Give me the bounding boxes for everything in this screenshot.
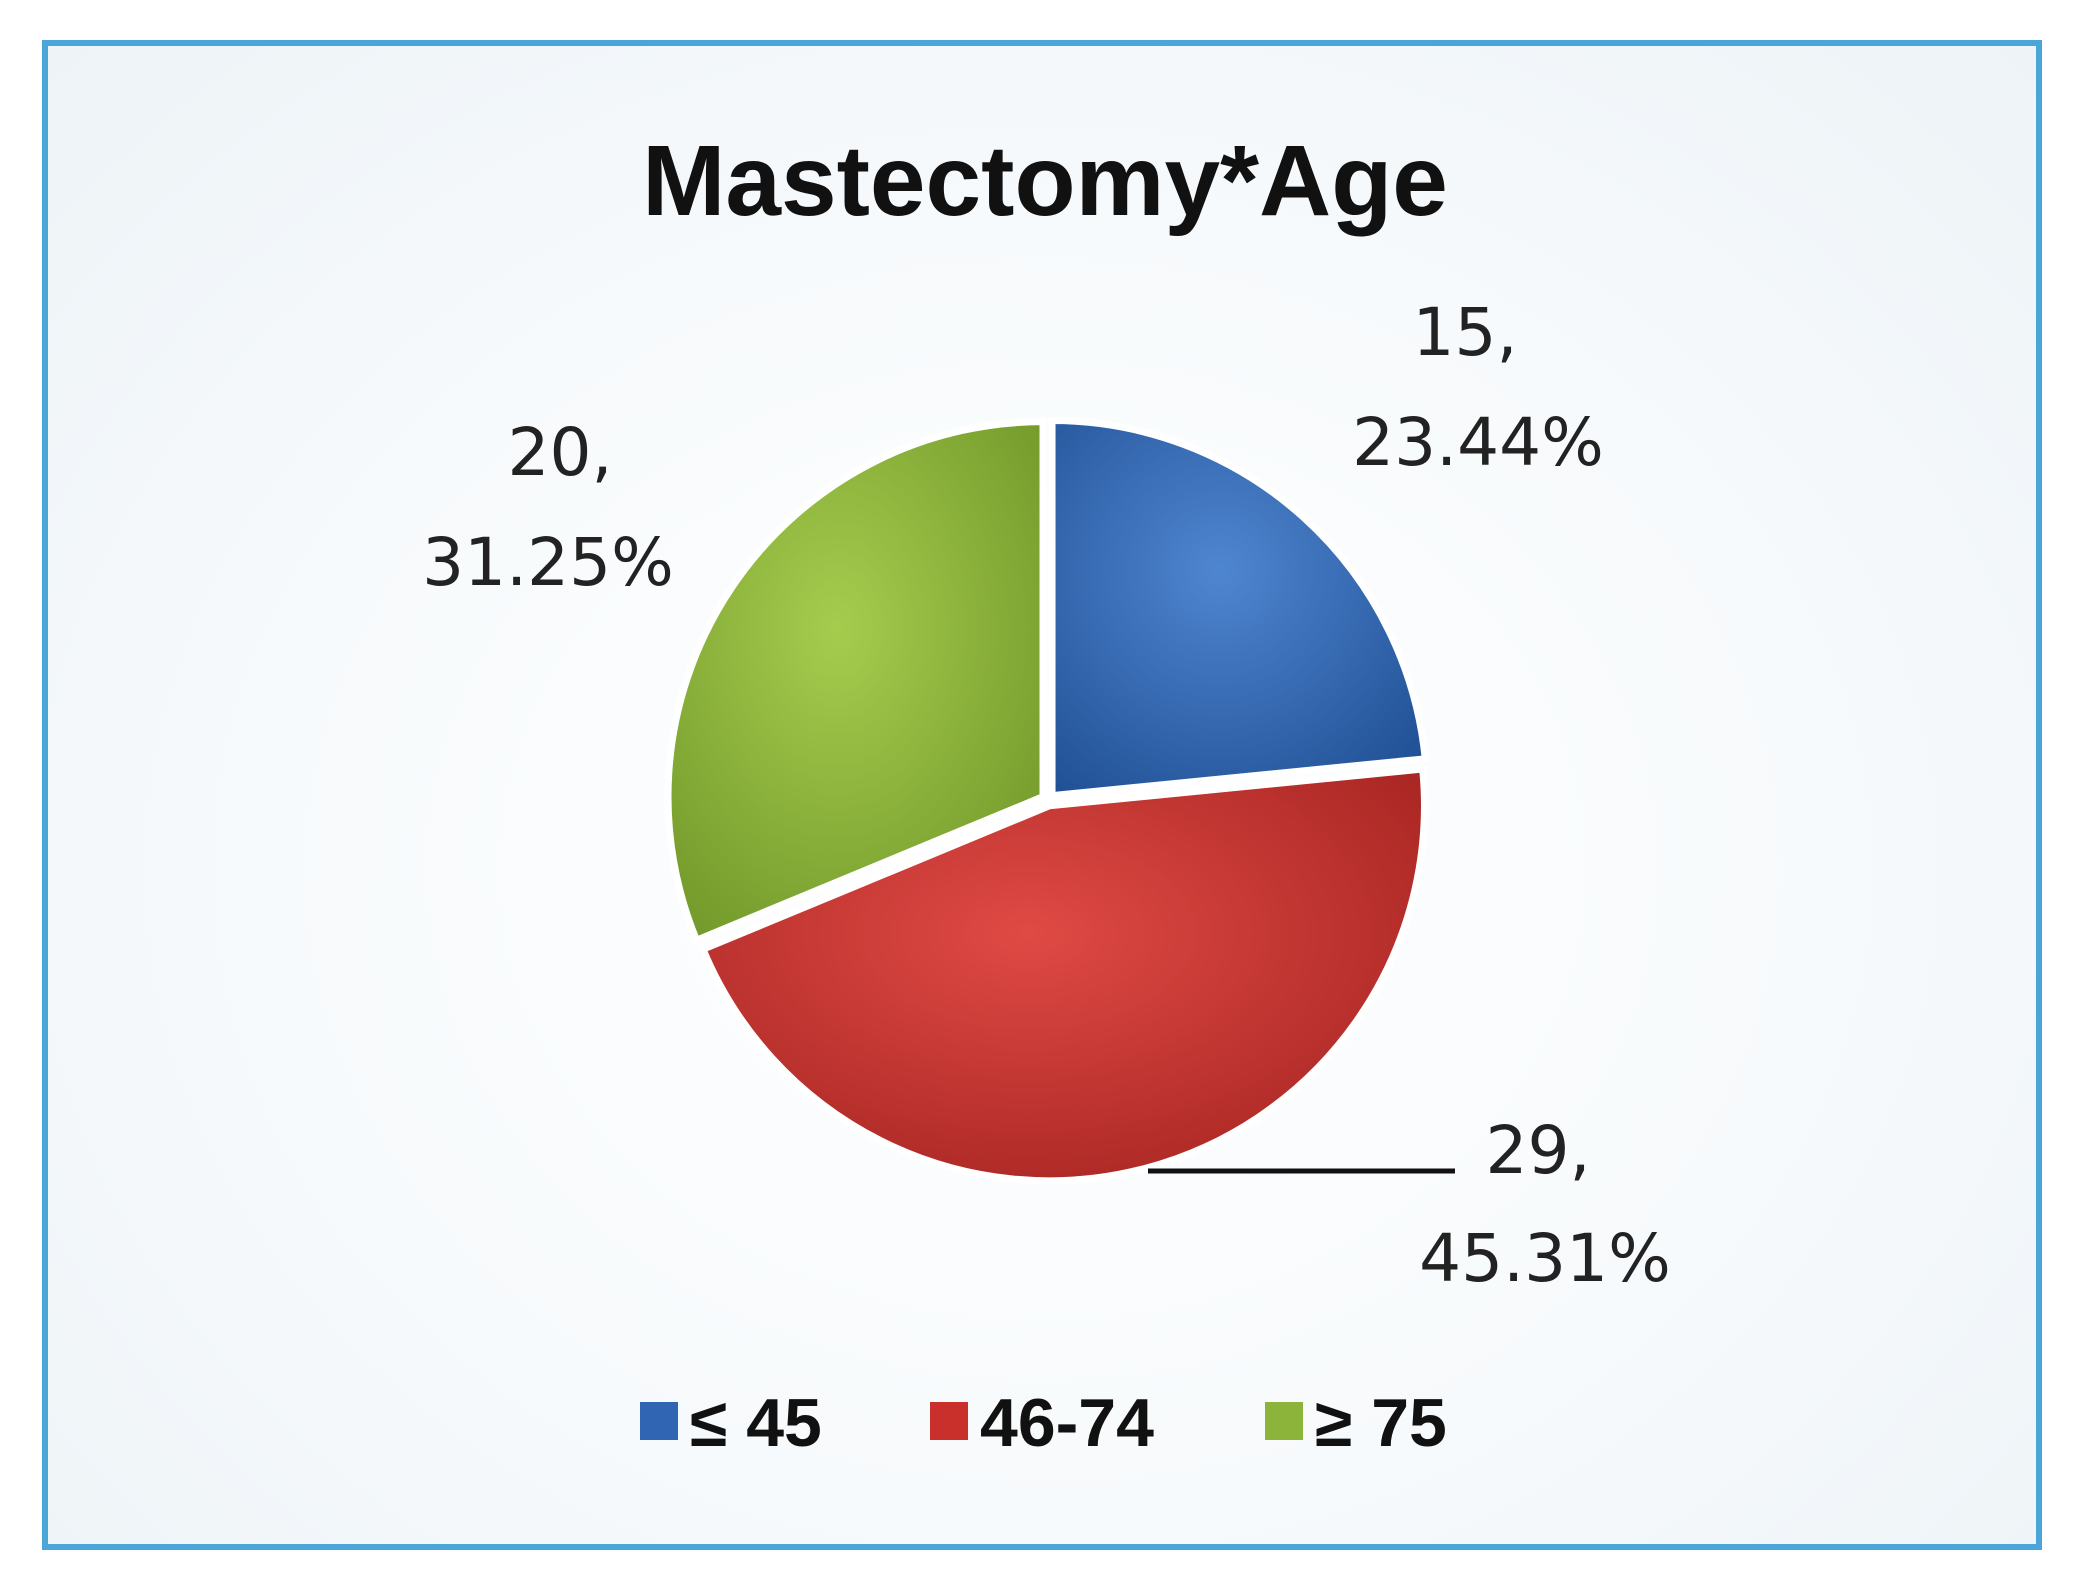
data-label-percent: 31.25%: [422, 524, 674, 601]
data-label-percent: 23.44%: [1352, 404, 1604, 481]
data-label-count: 29,: [1486, 1112, 1591, 1189]
legend-label: ≤ 45: [690, 1385, 822, 1461]
data-label-percent: 45.31%: [1419, 1220, 1671, 1297]
pie-slice-ge75: [664, 418, 1047, 945]
pie-slice-le45: [1048, 417, 1430, 800]
data-label-count: 15,: [1413, 294, 1518, 371]
legend: ≤ 45 46-74 ≥ 75: [640, 1385, 1447, 1461]
legend-swatch-46-74: [930, 1402, 968, 1440]
chart-title: Mastectomy*Age: [642, 125, 1448, 237]
legend-swatch-ge75: [1265, 1402, 1303, 1440]
pie-slices: [664, 417, 1430, 1185]
data-label-count: 20,: [508, 414, 613, 491]
pie-slice-46-74: [698, 765, 1428, 1185]
legend-swatch-le45: [640, 1402, 678, 1440]
legend-label: 46-74: [980, 1385, 1154, 1461]
legend-label: ≥ 75: [1315, 1385, 1447, 1461]
